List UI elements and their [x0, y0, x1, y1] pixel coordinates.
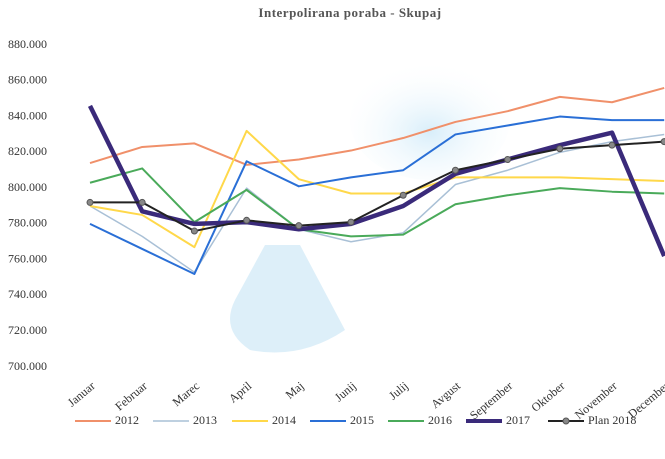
y-tick-label: 780.000	[8, 216, 47, 230]
point-marker	[191, 228, 197, 234]
x-tick-label: April	[226, 378, 255, 405]
point-marker	[609, 142, 615, 148]
chart-title: Interpolirana poraba - Skupaj	[258, 5, 441, 20]
legend-label: 2017	[506, 413, 530, 427]
y-tick-label: 700.000	[8, 359, 47, 373]
legend-label: 2012	[115, 413, 139, 427]
x-tick-label: Maj	[283, 379, 307, 402]
y-tick-label: 860.000	[8, 73, 47, 87]
chart: Interpolirana poraba - Skupaj 700.000 720…	[0, 0, 665, 459]
x-tick-label: Avgust	[428, 378, 463, 411]
y-tick-label: 740.000	[8, 287, 47, 301]
x-tick-label: Februar	[112, 379, 150, 414]
y-tick-label: 820.000	[8, 144, 47, 158]
y-tick-label: 880.000	[8, 37, 47, 51]
point-marker	[244, 217, 250, 223]
y-tick-label: 720.000	[8, 323, 47, 337]
x-tick-label: Junij	[332, 379, 359, 405]
legend-label: 2014	[272, 413, 296, 427]
y-tick-label: 760.000	[8, 251, 47, 265]
x-tick-label: Marec	[170, 379, 202, 409]
point-marker	[296, 223, 302, 229]
point-marker	[348, 219, 354, 225]
y-tick-label: 840.000	[8, 108, 47, 122]
x-tick-label: Januar	[65, 379, 98, 410]
point-marker	[400, 192, 406, 198]
watermark-glow	[350, 60, 510, 180]
legend-marker	[563, 418, 569, 424]
point-marker	[452, 167, 458, 173]
y-tick-label: 800.000	[8, 180, 47, 194]
point-marker	[139, 199, 145, 205]
legend-label: 2015	[350, 413, 374, 427]
legend-label: 2013	[193, 413, 217, 427]
point-marker	[505, 156, 511, 162]
point-marker	[87, 199, 93, 205]
watermark	[230, 245, 345, 353]
x-tick-label: Oktober	[528, 379, 567, 415]
x-tick-label: Julij	[386, 379, 411, 403]
legend-label: 2016	[428, 413, 452, 427]
point-marker	[661, 139, 665, 145]
point-marker	[557, 146, 563, 152]
legend-label: Plan 2018	[588, 413, 636, 427]
